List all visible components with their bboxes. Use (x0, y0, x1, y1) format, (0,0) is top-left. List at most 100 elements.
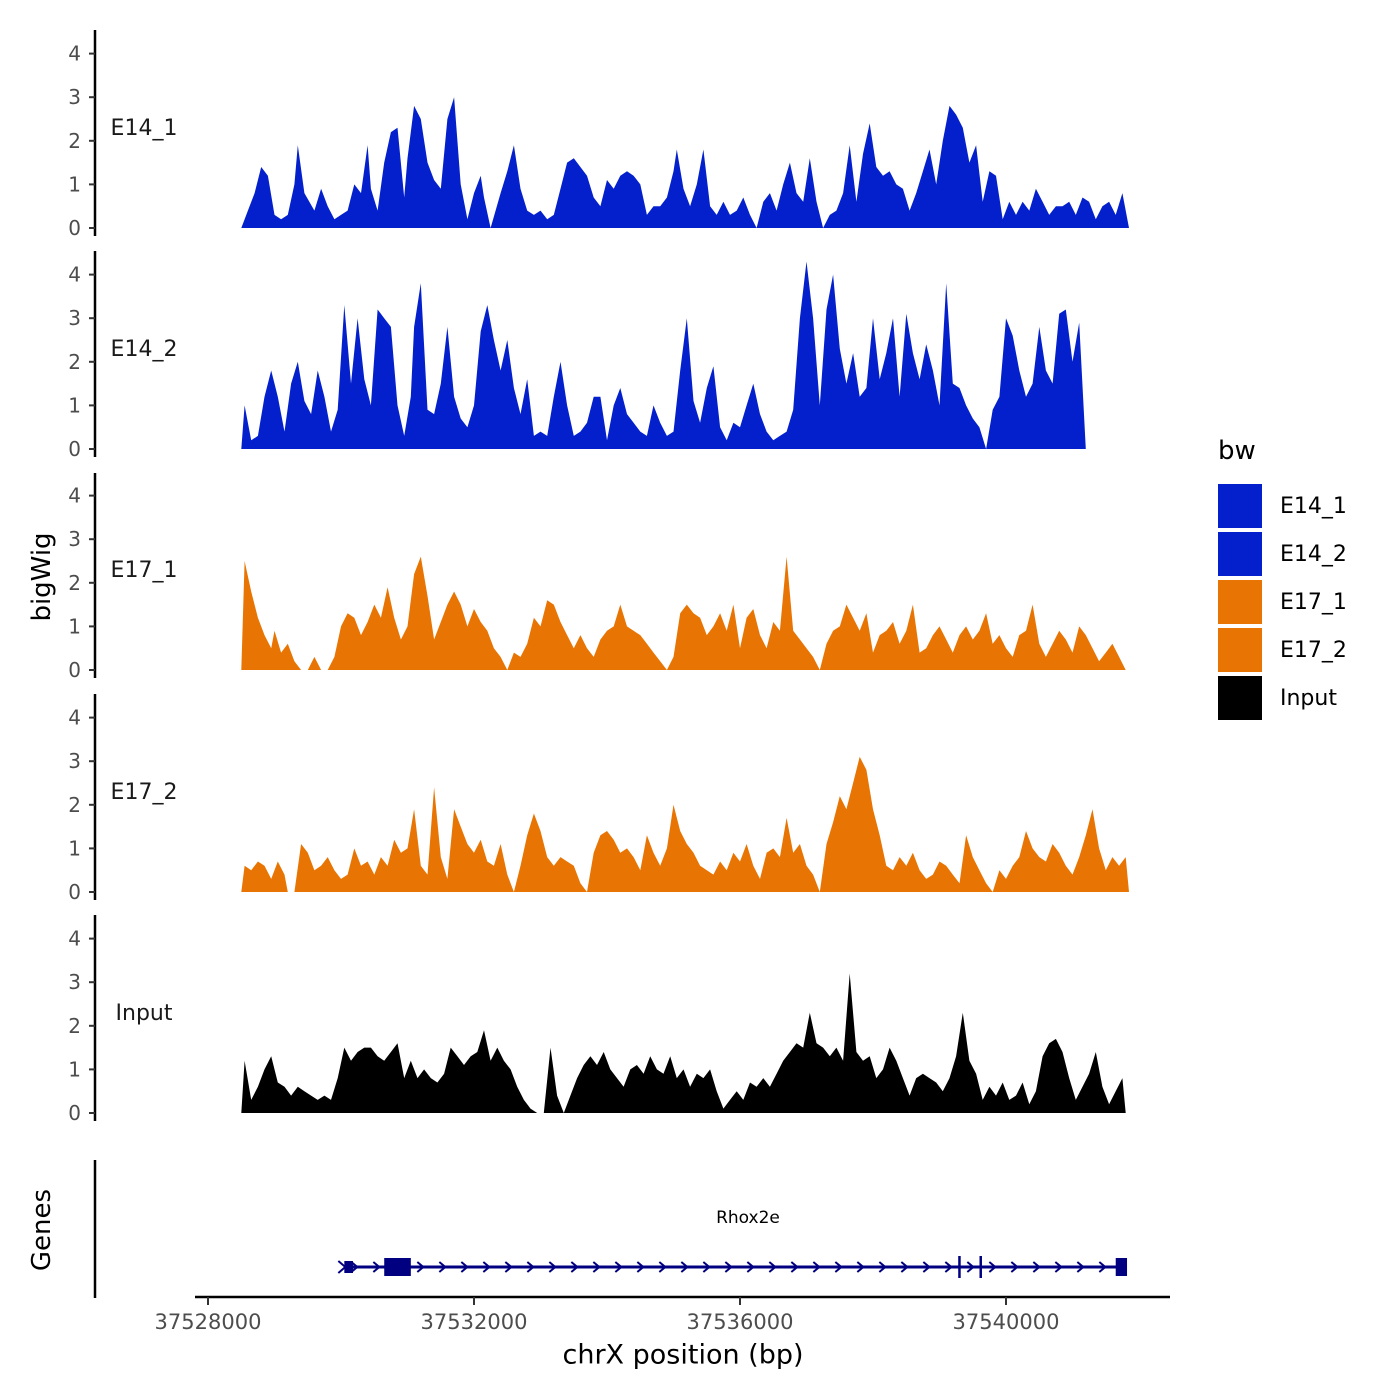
strand-arrow (944, 1261, 953, 1273)
strand-arrow (1054, 1261, 1063, 1273)
y-tick-label-e14-2-2: 2 (68, 350, 81, 374)
y-axis-title: bigWig (27, 532, 57, 622)
strand-arrow (966, 1261, 975, 1273)
gene-start-mark (337, 1260, 347, 1274)
legend-item-e14-2: E14_2 (1218, 530, 1347, 578)
y-tick-label-input-3: 3 (68, 970, 81, 994)
legend-label-input: Input (1280, 685, 1337, 711)
y-tick-label-e17-2-1: 1 (68, 836, 81, 860)
strand-arrow (1098, 1261, 1107, 1273)
y-tick-label-input-2: 2 (68, 1014, 81, 1038)
strand-arrow (724, 1261, 733, 1273)
gene-exon-1 (344, 1261, 353, 1273)
strand-arrow (922, 1261, 931, 1273)
y-tick-label-e14-2-4: 4 (68, 263, 81, 287)
strand-arrow (790, 1261, 799, 1273)
track-label-e17-1: E17_1 (111, 558, 178, 583)
strand-arrow (834, 1261, 843, 1273)
y-tick-label-e14-1-3: 3 (68, 85, 81, 109)
track-label-e14-1: E14_1 (111, 116, 178, 141)
y-tick-label-e14-1-1: 1 (68, 172, 81, 196)
y-tick-label-e14-1-0: 0 (68, 216, 81, 240)
strand-arrow (746, 1261, 755, 1273)
strand-arrow (878, 1261, 887, 1273)
strand-arrow (504, 1261, 513, 1273)
y-tick-label-e17-1-4: 4 (68, 484, 81, 508)
strand-arrow (570, 1261, 579, 1273)
y-tick-label-e14-2-1: 1 (68, 393, 81, 417)
y-tick-label-e17-2-0: 0 (68, 880, 81, 904)
track-label-e17-2: E17_2 (111, 780, 178, 805)
legend-item-e17-1: E17_1 (1218, 578, 1347, 626)
strand-arrow (636, 1261, 645, 1273)
legend-title: bw (1218, 436, 1256, 466)
legend-label-e14-1: E14_1 (1280, 493, 1347, 519)
strand-arrow (372, 1261, 381, 1273)
x-tick-label-37536000: 37536000 (687, 1310, 794, 1334)
strand-arrow (438, 1261, 447, 1273)
area-input (241, 973, 1126, 1113)
y-tick-label-e17-2-2: 2 (68, 793, 81, 817)
strand-arrow (548, 1261, 557, 1273)
legend-swatch-e14-1 (1218, 484, 1262, 528)
strand-arrow (856, 1261, 865, 1273)
strand-arrow (350, 1261, 359, 1273)
legend-swatch-e14-2 (1218, 532, 1262, 576)
strand-arrow (1032, 1261, 1041, 1273)
legend-item-input: Input (1218, 674, 1347, 722)
genes-track-title: Genes (27, 1188, 57, 1272)
legend-item-e17-2: E17_2 (1218, 626, 1347, 674)
x-tick-label-37532000: 37532000 (421, 1310, 528, 1334)
strand-arrow (592, 1261, 601, 1273)
gene-exon-2 (384, 1258, 411, 1276)
y-tick-label-e14-2-0: 0 (68, 437, 81, 461)
strand-arrow (812, 1261, 821, 1273)
legend-label-e17-1: E17_1 (1280, 589, 1347, 615)
strand-arrow (482, 1261, 491, 1273)
y-tick-label-input-4: 4 (68, 927, 81, 951)
area-e17-1 (241, 556, 1126, 670)
y-tick-label-e17-1-1: 1 (68, 614, 81, 638)
legend: bw E14_1 E14_2 E17_1 E17_2 Input (1218, 436, 1347, 722)
x-tick-label-37540000: 37540000 (953, 1310, 1060, 1334)
y-tick-label-e14-1-4: 4 (68, 42, 81, 66)
legend-swatch-input (1218, 676, 1262, 720)
strand-arrow (658, 1261, 667, 1273)
strand-arrow (614, 1261, 623, 1273)
strand-arrow (1076, 1261, 1085, 1273)
y-tick-label-e17-1-2: 2 (68, 571, 81, 595)
y-tick-label-input-0: 0 (68, 1101, 81, 1125)
gene-exon-3 (1115, 1258, 1128, 1276)
y-tick-label-e17-2-3: 3 (68, 749, 81, 773)
strand-arrow (460, 1261, 469, 1273)
gene-label: Rhox2e (716, 1208, 780, 1228)
strand-arrow (416, 1261, 425, 1273)
legend-label-e17-2: E17_2 (1280, 637, 1347, 663)
strand-arrow (702, 1261, 711, 1273)
track-label-input: Input (116, 1001, 173, 1026)
legend-item-e14-1: E14_1 (1218, 482, 1347, 530)
y-tick-label-e17-1-3: 3 (68, 527, 81, 551)
y-tick-label-e17-1-0: 0 (68, 658, 81, 682)
y-tick-label-e17-2-4: 4 (68, 706, 81, 730)
area-e14-1 (241, 97, 1130, 228)
strand-arrow (526, 1261, 535, 1273)
y-tick-label-e14-2-3: 3 (68, 306, 81, 330)
x-axis-title: chrX position (bp) (562, 1339, 804, 1371)
strand-arrow (900, 1261, 909, 1273)
strand-arrow (680, 1261, 689, 1273)
strand-arrow (768, 1261, 777, 1273)
y-tick-label-input-1: 1 (68, 1057, 81, 1081)
y-tick-label-e14-1-2: 2 (68, 129, 81, 153)
legend-items: E14_1 E14_2 E17_1 E17_2 Input (1218, 482, 1347, 722)
strand-arrow (988, 1261, 997, 1273)
area-e17-2 (241, 756, 1130, 892)
track-label-e14-2: E14_2 (111, 337, 178, 362)
x-tick-label-37528000: 37528000 (155, 1310, 262, 1334)
area-e14-2 (241, 261, 1086, 449)
legend-swatch-e17-1 (1218, 580, 1262, 624)
strand-arrow (1010, 1261, 1019, 1273)
legend-label-e14-2: E14_2 (1280, 541, 1347, 567)
